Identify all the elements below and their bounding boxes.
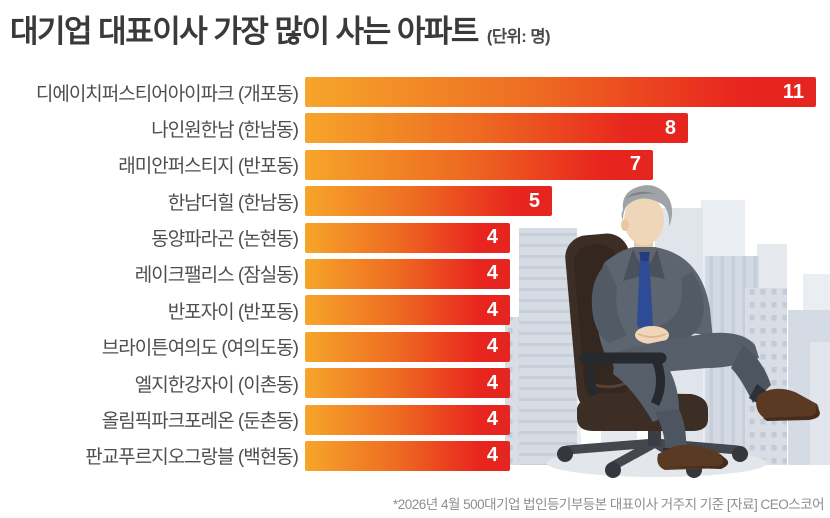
bar-label: 래미안퍼스티지 (반포동)	[118, 156, 299, 178]
bar: 4	[305, 331, 510, 362]
bar-value: 8	[664, 116, 676, 139]
office-chair-armrest	[579, 352, 667, 407]
title-row: 대기업 대표이사 가장 많이 사는 아파트 (단위: 명)	[10, 13, 551, 50]
bar-value: 4	[486, 371, 498, 394]
unit-label: (단위: 명)	[486, 28, 551, 47]
bar-value: 7	[629, 153, 641, 176]
chart-rows: 디에이치퍼스티어아이파크 (개포동) 11 나인원한남 (한남동) 8 래미안퍼…	[0, 77, 816, 471]
bar: 4	[305, 368, 510, 399]
page-title: 대기업 대표이사 가장 많이 사는 아파트	[10, 14, 479, 49]
chart-row: 판교푸르지오그랑블 (백현동) 4	[0, 440, 816, 471]
businessman	[591, 185, 820, 470]
chart-row: 한남더힐 (한남동) 5	[0, 186, 816, 217]
chart-row: 래미안퍼스티지 (반포동) 7	[0, 149, 816, 180]
bar: 4	[305, 222, 510, 253]
shoe-right	[756, 388, 819, 420]
bar: 4	[305, 258, 510, 289]
bar-value: 4	[486, 226, 498, 249]
chart-row: 동양파라곤 (논현동) 4	[0, 222, 816, 253]
source-note: *2026년 4월 500대기업 법인등기부등본 대표이사 거주지 기준 [자료…	[393, 497, 825, 512]
bar: 4	[305, 295, 510, 326]
bar-value: 4	[486, 408, 498, 431]
chart-row: 엘지한강자이 (이촌동) 4	[0, 368, 816, 399]
bar-value: 4	[486, 335, 498, 358]
bar-label: 브라이튼여의도 (여의도동)	[101, 338, 299, 360]
chart-row: 디에이치퍼스티어아이파크 (개포동) 11	[0, 77, 816, 107]
bar-label: 레이크팰리스 (잠실동)	[134, 265, 299, 287]
bar: 11	[305, 77, 816, 107]
bar-label: 디에이치퍼스티어아이파크 (개포동)	[35, 83, 299, 105]
ceo-illustration	[505, 185, 830, 478]
bar-chart: 디에이치퍼스티어아이파크 (개포동) 11 나인원한남 (한남동) 8 래미안퍼…	[0, 77, 816, 477]
bar-value: 4	[486, 262, 498, 285]
bar-value: 5	[528, 189, 540, 212]
shoe-left	[657, 444, 726, 470]
bar-label: 나인원한남 (한남동)	[151, 119, 299, 141]
bar-label: 판교푸르지오그랑블 (백현동)	[85, 447, 299, 469]
bar-label: 동양파라곤 (논현동)	[151, 229, 299, 251]
bar-value: 11	[782, 80, 804, 103]
bar-label: 올림픽파크포레온 (둔촌동)	[101, 411, 299, 433]
bar-value: 4	[486, 444, 498, 467]
tie	[637, 254, 653, 338]
chart-row: 레이크팰리스 (잠실동) 4	[0, 258, 816, 289]
chart-row: 브라이튼여의도 (여의도동) 4	[0, 331, 816, 362]
bar: 4	[305, 440, 510, 471]
bar-label: 엘지한강자이 (이촌동)	[134, 374, 299, 396]
bar: 8	[305, 113, 688, 144]
chart-row: 반포자이 (반포동) 4	[0, 295, 816, 326]
bar: 4	[305, 404, 510, 435]
bar-label: 한남더힐 (한남동)	[167, 192, 299, 214]
chart-row: 올림픽파크포레온 (둔촌동) 4	[0, 404, 816, 435]
bar: 7	[305, 149, 653, 180]
bar: 5	[305, 186, 552, 217]
bar-value: 4	[486, 298, 498, 321]
chart-row: 나인원한남 (한남동) 8	[0, 113, 816, 144]
bar-label: 반포자이 (반포동)	[167, 301, 299, 323]
